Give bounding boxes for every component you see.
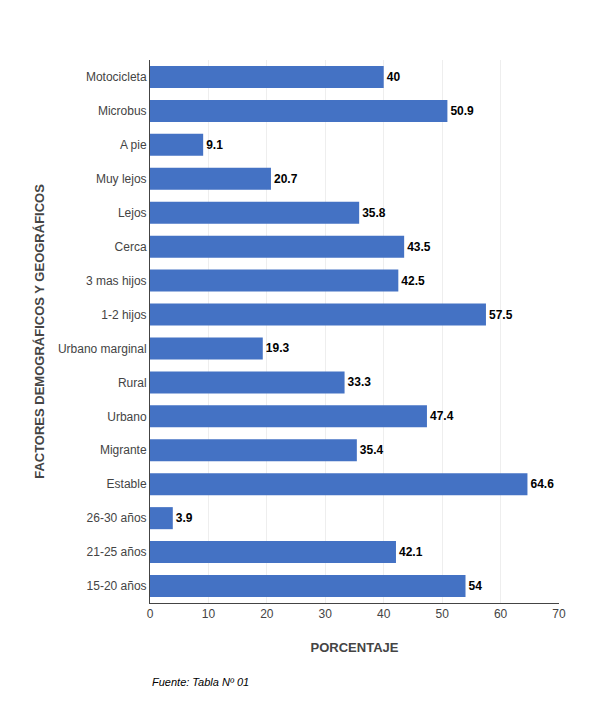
svg-text:15-20 años: 15-20 años xyxy=(87,579,147,593)
svg-text:47.4: 47.4 xyxy=(430,409,454,423)
svg-text:21-25 años: 21-25 años xyxy=(87,545,147,559)
svg-text:Muy lejos: Muy lejos xyxy=(96,172,147,186)
svg-text:10: 10 xyxy=(202,607,216,621)
svg-text:A pie: A pie xyxy=(120,138,147,152)
svg-text:Estable: Estable xyxy=(107,477,147,491)
svg-text:Fuente: Tabla Nº 01: Fuente: Tabla Nº 01 xyxy=(152,676,249,688)
svg-text:1-2 hijos: 1-2 hijos xyxy=(101,308,146,322)
svg-text:42.1: 42.1 xyxy=(399,545,423,559)
svg-text:19.3: 19.3 xyxy=(266,341,290,355)
svg-text:33.3: 33.3 xyxy=(348,375,372,389)
svg-text:Urbano: Urbano xyxy=(107,410,147,424)
svg-text:FACTORES DEMOGRÁFICOS Y GEOGRÁ: FACTORES DEMOGRÁFICOS Y GEOGRÁFICOS xyxy=(32,184,47,479)
svg-text:Cerca: Cerca xyxy=(115,240,147,254)
svg-text:42.5: 42.5 xyxy=(401,274,425,288)
svg-text:43.5: 43.5 xyxy=(407,240,431,254)
svg-text:40: 40 xyxy=(377,607,391,621)
svg-text:20.7: 20.7 xyxy=(274,172,298,186)
svg-text:35.8: 35.8 xyxy=(362,206,386,220)
svg-text:50.9: 50.9 xyxy=(450,104,474,118)
svg-text:60: 60 xyxy=(494,607,508,621)
svg-text:40: 40 xyxy=(387,70,401,84)
svg-text:50: 50 xyxy=(435,607,449,621)
svg-text:9.1: 9.1 xyxy=(206,138,223,152)
svg-text:26-30 años: 26-30 años xyxy=(87,511,147,525)
svg-text:3.9: 3.9 xyxy=(176,511,193,525)
svg-text:35.4: 35.4 xyxy=(360,443,384,457)
svg-text:PORCENTAJE: PORCENTAJE xyxy=(311,640,399,655)
svg-text:20: 20 xyxy=(260,607,274,621)
svg-text:57.5: 57.5 xyxy=(489,308,513,322)
svg-text:Lejos: Lejos xyxy=(118,206,147,220)
svg-text:Motocicleta: Motocicleta xyxy=(86,70,147,84)
svg-text:Rural: Rural xyxy=(118,376,147,390)
svg-text:3 mas hijos: 3 mas hijos xyxy=(86,274,147,288)
svg-text:54: 54 xyxy=(469,579,483,593)
svg-text:0: 0 xyxy=(147,607,154,621)
svg-text:64.6: 64.6 xyxy=(530,477,554,491)
svg-text:Microbus: Microbus xyxy=(98,104,147,118)
svg-text:30: 30 xyxy=(319,607,333,621)
svg-text:Migrante: Migrante xyxy=(100,443,147,457)
svg-text:Urbano marginal: Urbano marginal xyxy=(58,342,147,356)
svg-text:70: 70 xyxy=(552,607,566,621)
